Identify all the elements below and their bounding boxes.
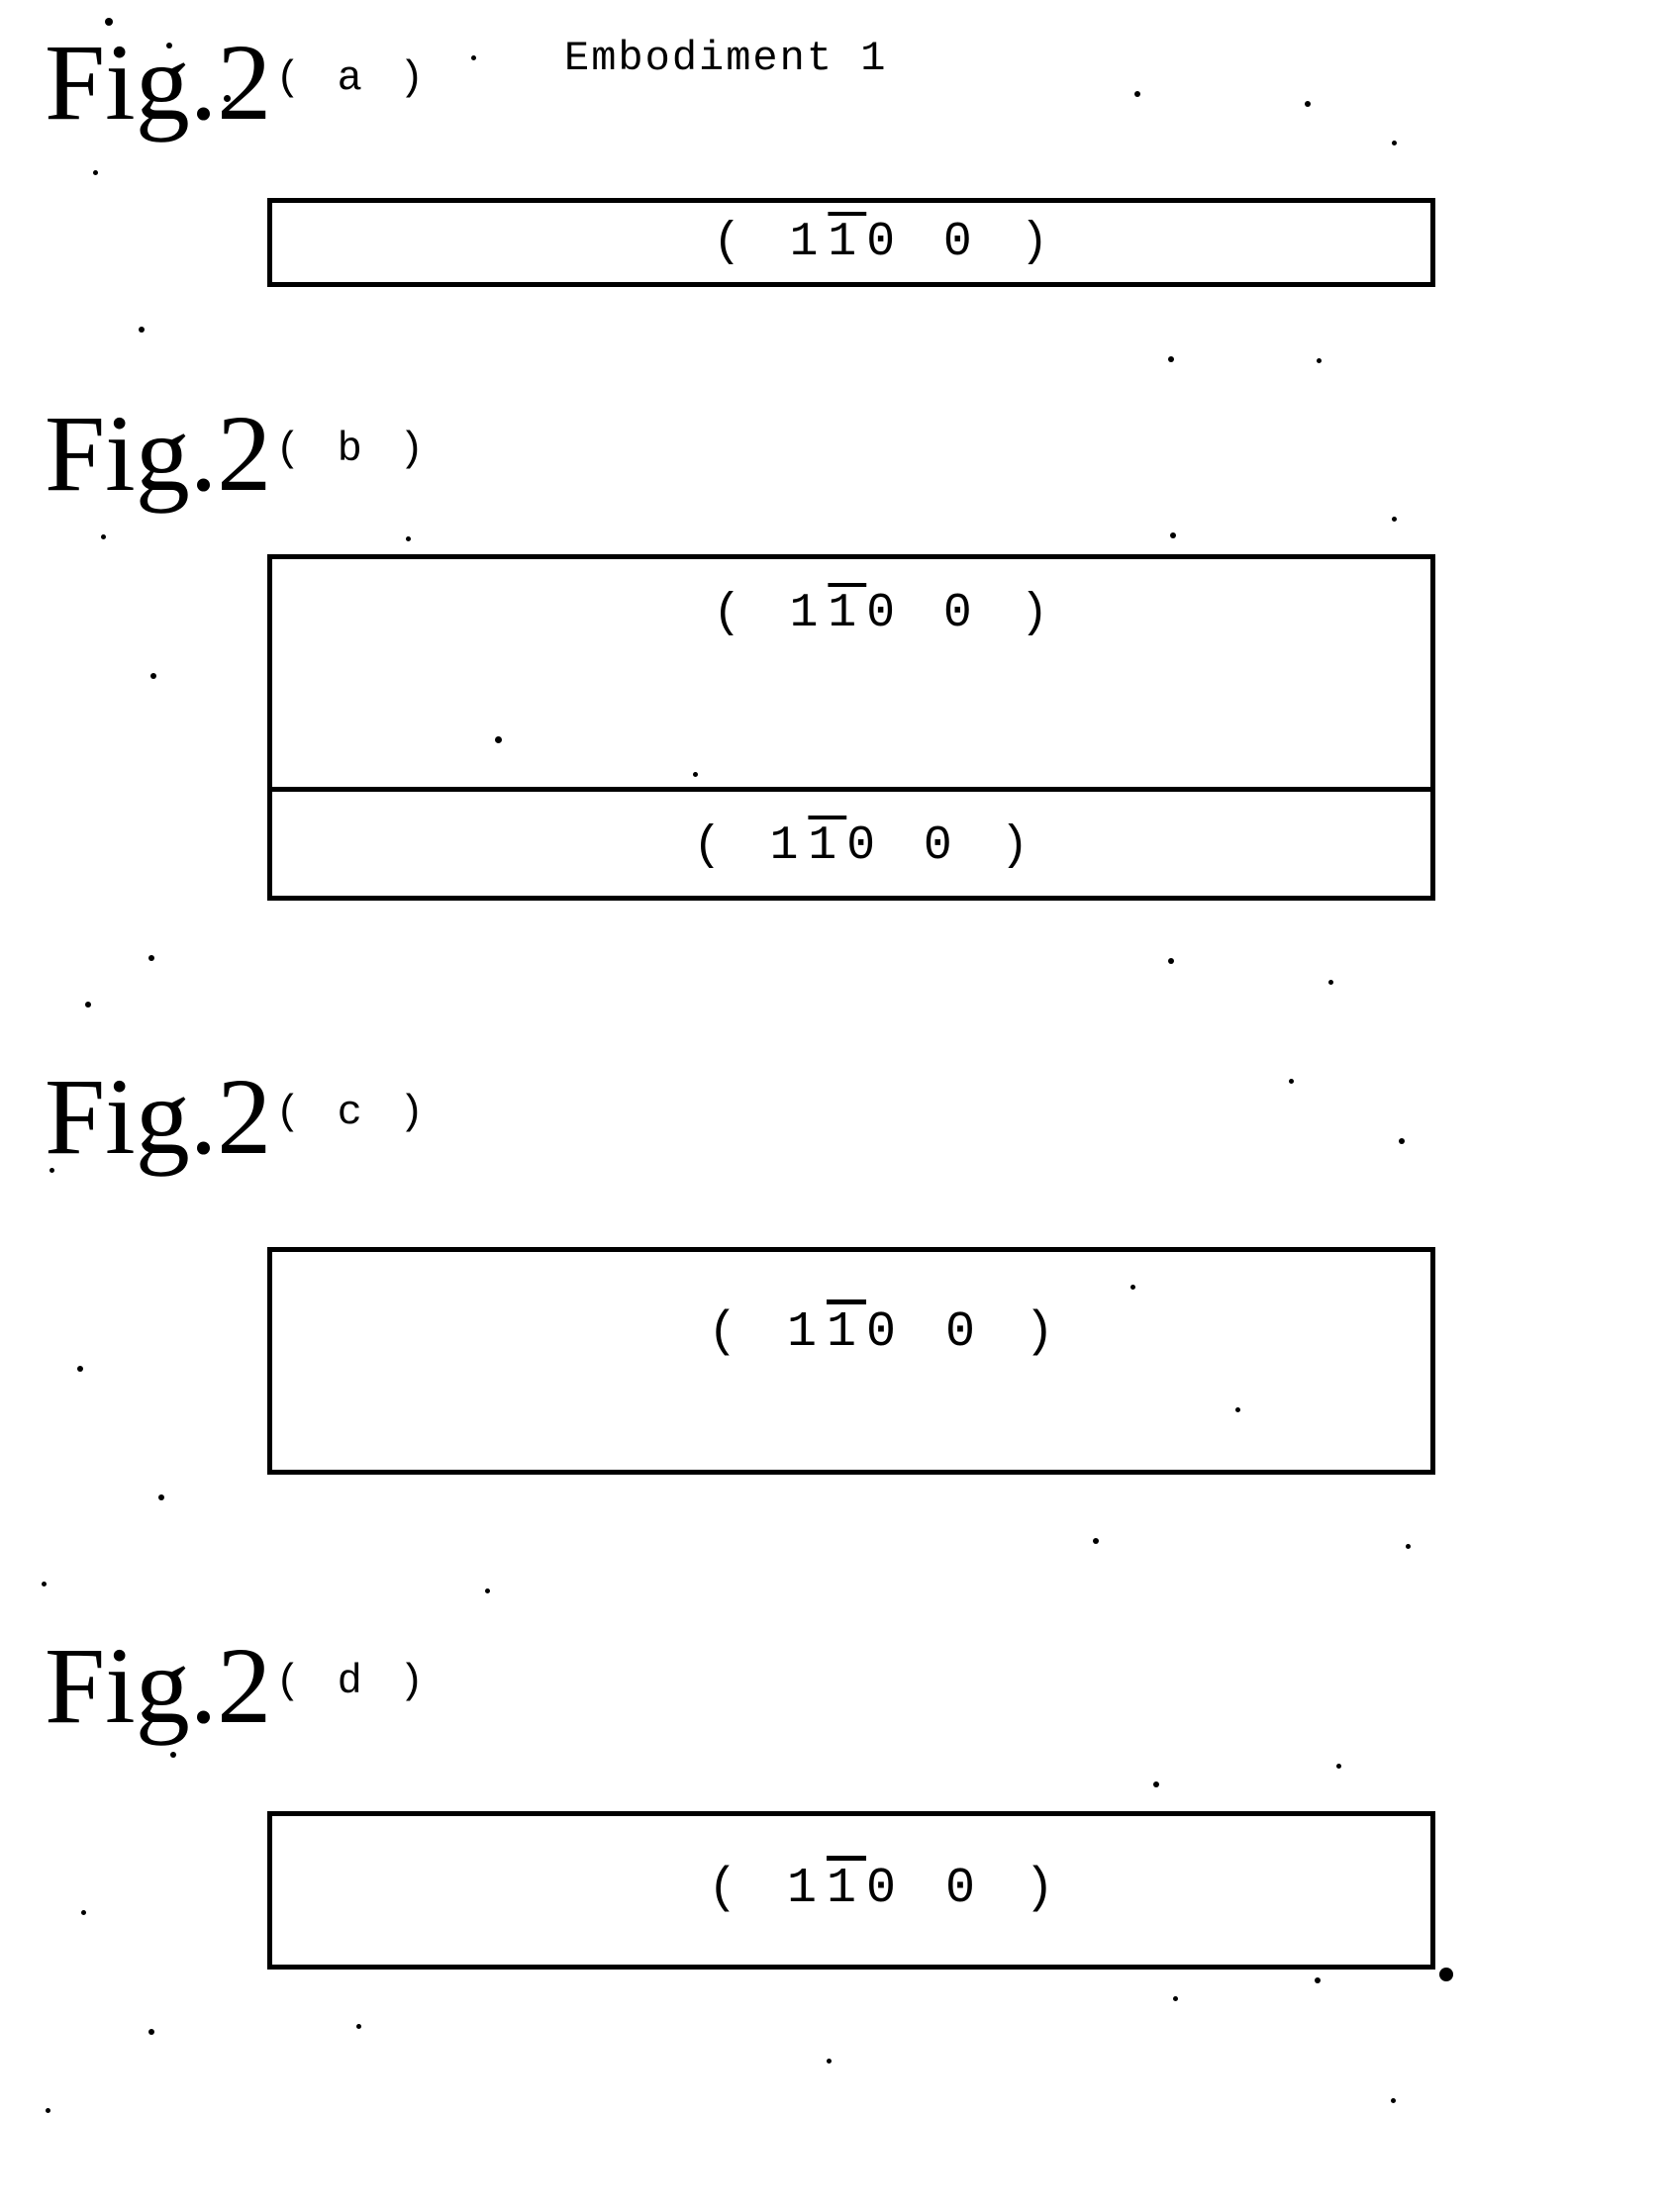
panel-a-miller-0: ( 110 0 ) (713, 216, 1058, 269)
scan-noise-dot (77, 1366, 83, 1372)
scan-noise-dot (1391, 2098, 1396, 2103)
scan-noise-dot (81, 1910, 86, 1915)
scan-noise-dot (1317, 358, 1322, 363)
fig-label-main: Fig.2 (45, 1056, 271, 1177)
fig-label-d: Fig.2( d ) (45, 1623, 430, 1749)
scan-noise-dot (158, 1494, 164, 1500)
scan-noise-dot (1406, 1544, 1411, 1549)
fig-label-main: Fig.2 (45, 22, 271, 143)
miller-bar: 1 (828, 587, 866, 640)
fig-label-sub: ( d ) (275, 1658, 430, 1705)
panel-c-miller-0: ( 110 0 ) (708, 1304, 1064, 1361)
scan-noise-dot (485, 1588, 490, 1593)
fig-label-sub: ( c ) (275, 1089, 430, 1136)
miller-post: 0 0 ) (866, 1861, 1064, 1917)
miller-pre: ( 1 (713, 216, 828, 269)
scan-noise-dot (1336, 1764, 1341, 1769)
scan-noise-dot (101, 534, 106, 539)
scan-noise-dot (1392, 517, 1397, 522)
panel-d-miller-0: ( 110 0 ) (708, 1861, 1064, 1917)
scan-noise-dot (1439, 1968, 1453, 1981)
scan-noise-dot (49, 1168, 54, 1173)
panel-b-miller-0: ( 110 0 ) (713, 587, 1058, 640)
miller-post: 0 0 ) (866, 587, 1058, 640)
miller-post: 0 0 ) (866, 216, 1058, 269)
scan-noise-dot (105, 18, 113, 26)
scan-noise-dot (1093, 1538, 1099, 1544)
miller-pre: ( 1 (713, 587, 828, 640)
fig-label-main: Fig.2 (45, 393, 271, 514)
scan-noise-dot (1153, 1781, 1159, 1787)
fig-label-main: Fig.2 (45, 1625, 271, 1746)
scan-noise-dot (139, 327, 145, 333)
scan-noise-dot (46, 2108, 50, 2113)
scan-noise-dot (827, 2059, 832, 2064)
miller-post: 0 0 ) (866, 1304, 1064, 1361)
scan-noise-dot (1168, 958, 1174, 964)
scan-noise-dot (85, 1002, 91, 1008)
miller-bar: 1 (828, 216, 866, 269)
miller-pre: ( 1 (708, 1304, 827, 1361)
scan-noise-dot (1399, 1138, 1405, 1144)
scan-noise-dot (406, 536, 411, 541)
scan-noise-dot (93, 170, 98, 175)
fig-label-a: Fig.2( a ) (45, 20, 430, 145)
fig-label-sub: ( a ) (275, 54, 430, 102)
scan-noise-dot (1289, 1079, 1294, 1084)
scan-noise-dot (495, 736, 502, 743)
scan-noise-dot (1130, 1285, 1135, 1290)
miller-pre: ( 1 (693, 819, 808, 873)
scan-noise-dot (42, 1582, 47, 1587)
scan-noise-dot (1168, 356, 1174, 362)
miller-bar: 1 (827, 1861, 866, 1917)
scan-noise-dot (1173, 1996, 1178, 2001)
miller-pre: ( 1 (708, 1861, 827, 1917)
scan-noise-dot (1392, 141, 1397, 145)
scan-noise-dot (1170, 532, 1176, 538)
fig-label-b: Fig.2( b ) (45, 391, 430, 517)
fig-label-c: Fig.2( c ) (45, 1054, 430, 1180)
scan-noise-dot (148, 2029, 154, 2035)
scan-noise-dot (224, 95, 231, 102)
miller-post: 0 0 ) (846, 819, 1038, 873)
scan-noise-dot (166, 43, 172, 48)
scan-noise-dot (148, 955, 154, 961)
scan-noise-dot (1305, 101, 1311, 107)
miller-bar: 1 (827, 1304, 866, 1361)
miller-bar: 1 (808, 819, 846, 873)
scan-noise-dot (471, 55, 476, 60)
panel-c-box-0 (267, 1247, 1435, 1475)
scan-noise-dot (1328, 980, 1333, 985)
scan-noise-dot (150, 673, 156, 679)
scan-noise-dot (356, 2024, 361, 2029)
page-title: Embodiment 1 (564, 35, 887, 82)
scan-noise-dot (693, 772, 698, 777)
scan-noise-dot (1235, 1407, 1240, 1412)
fig-label-sub: ( b ) (275, 426, 430, 473)
scan-noise-dot (1134, 91, 1140, 97)
scan-noise-dot (1315, 1977, 1321, 1983)
panel-b-miller-1: ( 110 0 ) (693, 819, 1038, 873)
scan-noise-dot (170, 1752, 176, 1758)
